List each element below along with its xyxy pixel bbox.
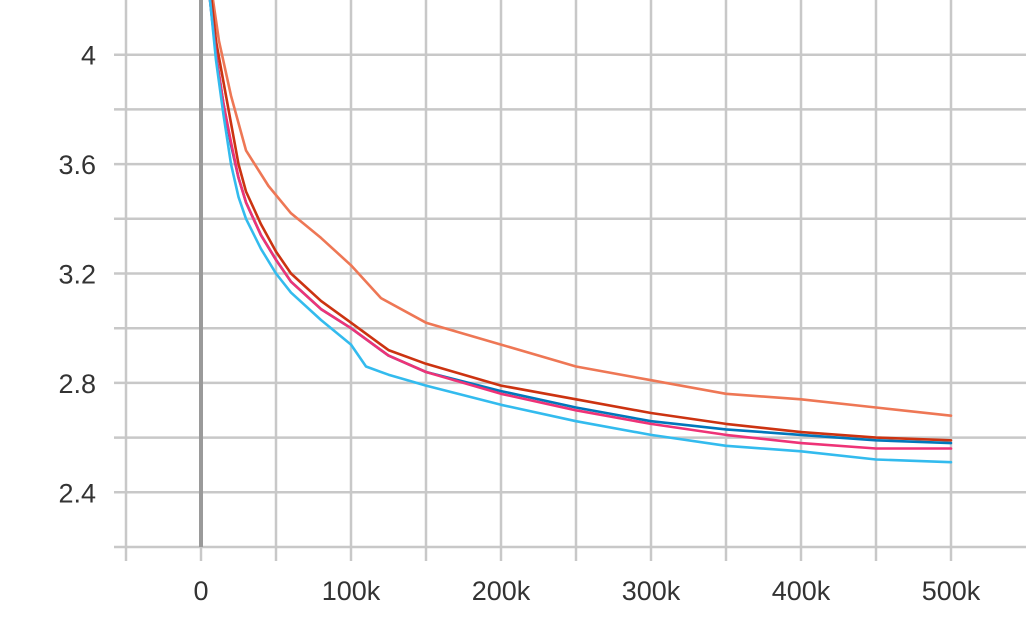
series-lines	[208, 0, 953, 464]
series-line-4	[208, 0, 953, 450]
x-tick-label: 0	[193, 576, 208, 606]
y-tick-label: 3.2	[58, 260, 96, 290]
series-line-2	[210, 0, 953, 442]
series-line-1	[211, 0, 953, 417]
y-tick-label: 2.8	[58, 369, 96, 399]
x-tick-label: 200k	[472, 576, 531, 606]
x-tick-label: 100k	[322, 576, 381, 606]
series-line-3	[208, 0, 953, 445]
x-tick-label: 400k	[772, 576, 831, 606]
x-tick-label: 300k	[622, 576, 681, 606]
tick-labels: 0 100k 200k 300k 400k 500k 2.4 2.8 3.2 3.6 4	[58, 41, 980, 606]
x-tick-label: 500k	[922, 576, 981, 606]
grid	[114, 0, 1026, 561]
y-tick-label: 4	[81, 41, 96, 71]
y-tick-label: 3.6	[58, 150, 96, 180]
y-tick-label: 2.4	[58, 478, 96, 508]
series-line-5	[208, 0, 953, 464]
